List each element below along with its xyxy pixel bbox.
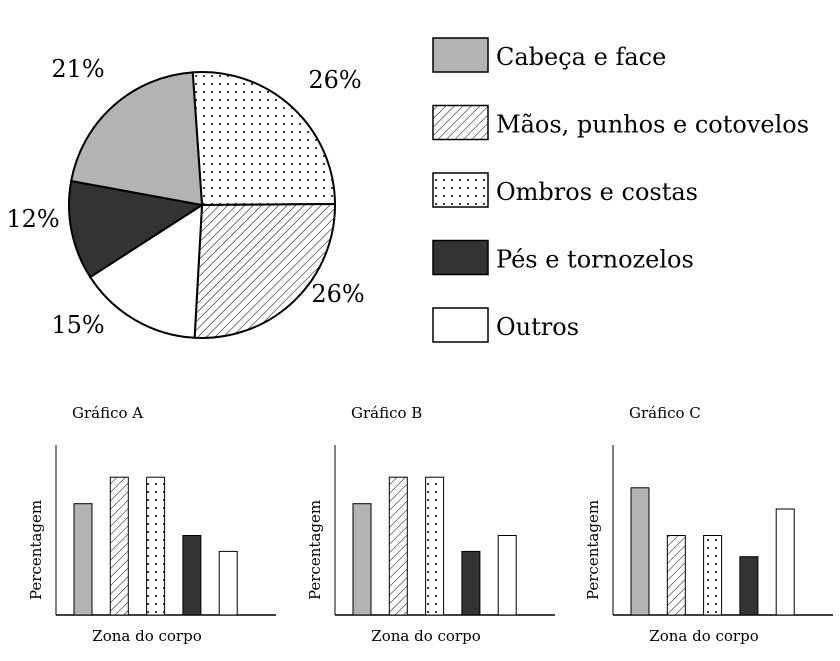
bar [703,535,723,616]
x-axis-label: Zona do corpo [649,627,758,645]
pie-slice [88,203,204,339]
bar [73,503,93,616]
bar [388,476,408,616]
bar [352,503,372,616]
legend-swatch [432,172,489,208]
bar [775,508,795,616]
pie-slice-label: 26% [311,280,364,308]
x-axis-label: Zona do corpo [371,627,480,645]
legend-swatch [432,104,489,141]
pie-slice [193,203,336,339]
legend-label: Cabeça e face [496,43,666,71]
bar [425,476,445,616]
bar-chart-b: Gráfico B Percentagem Zona do corpo [306,404,555,645]
y-axis-label: Percentagem [584,500,602,600]
legend-label: Mãos, punhos e cotovelos [496,111,809,139]
bar-chart-title: Gráfico C [629,404,701,422]
pie-slice [70,71,204,207]
legend-label: Ombros e costas [496,178,698,206]
pie-legend: Cabeça e face Mãos, punhos e cotovelos Omb… [432,37,809,343]
bar [109,476,129,616]
pie-slice-label: 26% [308,66,361,94]
bar [146,476,166,616]
bar-chart-title: Gráfico B [351,404,422,422]
x-axis-label: Zona do corpo [92,627,201,645]
bar-chart-title: Gráfico A [72,404,143,422]
bar [218,550,238,616]
legend-swatch [432,239,489,276]
bar-chart-a: Gráfico A Percentagem Zona do corpo [27,404,276,645]
bar-chart-c: Gráfico C Percentagem Zona do corpo [584,404,833,645]
bar [182,535,202,616]
pie-slice-label: 21% [51,55,104,83]
bar [630,487,650,616]
pie-slice-label: 15% [51,311,104,339]
pie-slice-label: 12% [6,205,59,233]
pie-chart: 26% 26% 15% 12% 21% [6,55,364,339]
bar [461,550,481,616]
bar [739,556,759,616]
y-axis-label: Percentagem [306,500,324,600]
bar [666,535,686,616]
pie-slice [191,71,337,207]
legend-label: Pés e tornozelos [496,246,694,274]
pie-slice [68,179,205,279]
legend-label: Outros [496,313,579,341]
legend-swatch [432,37,489,73]
legend-swatch [432,307,489,343]
y-axis-label: Percentagem [27,500,45,600]
bar [497,535,517,616]
